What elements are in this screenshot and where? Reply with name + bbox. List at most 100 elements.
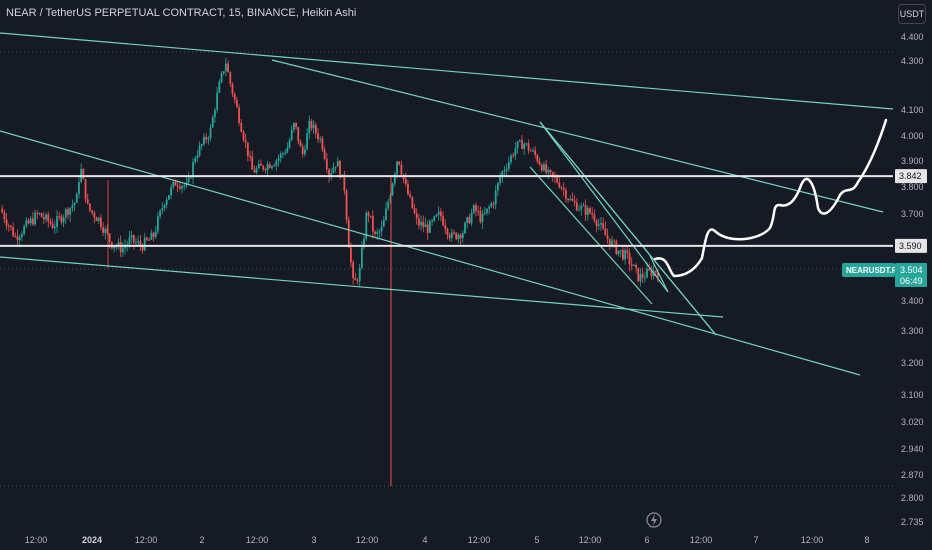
candle-body: [615, 241, 618, 255]
candle-body: [165, 199, 168, 205]
candle-body: [371, 215, 374, 232]
candle-body: [198, 145, 201, 156]
y-tick-label: 2.800: [901, 493, 924, 503]
candle-body: [297, 127, 300, 142]
candle-body: [646, 268, 648, 278]
candle-body: [600, 223, 602, 225]
candle-body: [321, 138, 324, 150]
candle-body: [492, 203, 495, 205]
candle-body: [582, 205, 585, 207]
candle-body: [67, 209, 69, 215]
candle-body: [62, 217, 65, 223]
candle-body: [325, 158, 328, 170]
candle-body: [606, 235, 609, 239]
candle-body: [262, 165, 265, 170]
candle-body: [518, 140, 521, 142]
currency-button[interactable]: USDT: [898, 4, 926, 24]
candle-body: [521, 140, 523, 150]
candle-body: [387, 201, 390, 209]
candle-body: [293, 122, 295, 130]
candle-body: [113, 246, 115, 249]
candle-body: [18, 237, 21, 241]
candle-body: [257, 163, 260, 169]
y-tick-label: 2.940: [901, 444, 924, 454]
candle-body: [172, 181, 175, 188]
candle-body: [595, 220, 598, 226]
candle-body: [363, 238, 365, 248]
candle-body: [641, 273, 644, 278]
candle-body: [409, 194, 412, 197]
candle-body: [415, 213, 418, 219]
candle-body: [260, 163, 262, 166]
trendline-lower: [0, 256, 724, 318]
candle-body: [222, 71, 225, 74]
candle-body: [69, 207, 72, 215]
candle-body: [211, 116, 214, 128]
candle-body: [282, 153, 284, 155]
candle-body: [314, 124, 317, 134]
lightning-icon-ring: [646, 512, 662, 528]
candle-body: [56, 216, 58, 227]
candle-body: [400, 164, 403, 175]
candle-body: [514, 148, 517, 156]
candle-body: [382, 220, 385, 227]
candle-body: [78, 181, 80, 194]
candle-body: [71, 205, 74, 208]
y-tick-label: 2.735: [901, 517, 924, 527]
candle-body: [183, 185, 186, 187]
candle-body: [310, 120, 313, 129]
candle-body: [119, 242, 122, 253]
candle-body: [358, 268, 361, 282]
candle-body: [516, 141, 519, 149]
candle-body: [47, 214, 50, 222]
candle-body: [141, 245, 144, 251]
candle-body: [479, 211, 482, 222]
candle-body: [426, 224, 429, 233]
candle-body: [505, 168, 508, 171]
symbol-tag: [842, 263, 895, 277]
candle-body: [273, 165, 276, 167]
y-tick-label: 4.300: [901, 56, 924, 66]
candle-body: [591, 213, 594, 215]
candle-body: [420, 221, 423, 226]
candle-body: [336, 160, 339, 167]
y-tick-label: 4.100: [901, 105, 924, 115]
candle-body: [143, 237, 146, 251]
candle-body: [354, 278, 357, 281]
candle-body: [86, 199, 89, 204]
candle-body: [29, 218, 32, 224]
candle-body: [154, 231, 157, 237]
candle-body: [411, 196, 414, 209]
candle-body: [244, 139, 247, 143]
candle-body: [36, 212, 39, 214]
candle-body: [389, 195, 392, 202]
candle-body: [10, 225, 12, 228]
level-tag-label: 3.842: [899, 171, 922, 181]
y-tick-label: 4.000: [901, 131, 924, 141]
candle-body: [608, 238, 611, 246]
candle-body: [178, 186, 181, 189]
candle-body: [235, 99, 238, 108]
candle-body: [124, 246, 126, 249]
candle-body: [356, 280, 359, 282]
candle-body: [49, 221, 52, 224]
candle-body: [571, 198, 574, 201]
candle-body: [288, 140, 291, 148]
candle-body: [227, 63, 230, 73]
candle-body: [40, 213, 43, 218]
candle-body: [593, 214, 596, 221]
candle-body: [654, 270, 657, 273]
candle-body: [220, 73, 223, 82]
candle-body: [648, 268, 651, 270]
candle-body: [251, 156, 254, 170]
candle-body: [538, 161, 541, 165]
x-tick-label: 3: [311, 535, 316, 545]
candle-body: [242, 131, 245, 140]
x-tick-label: 8: [864, 535, 869, 545]
y-tick-label: 3.900: [901, 156, 924, 166]
candle-body: [488, 206, 491, 209]
candle-body: [196, 155, 199, 159]
candle-body: [551, 172, 554, 177]
candle-body: [253, 169, 256, 173]
